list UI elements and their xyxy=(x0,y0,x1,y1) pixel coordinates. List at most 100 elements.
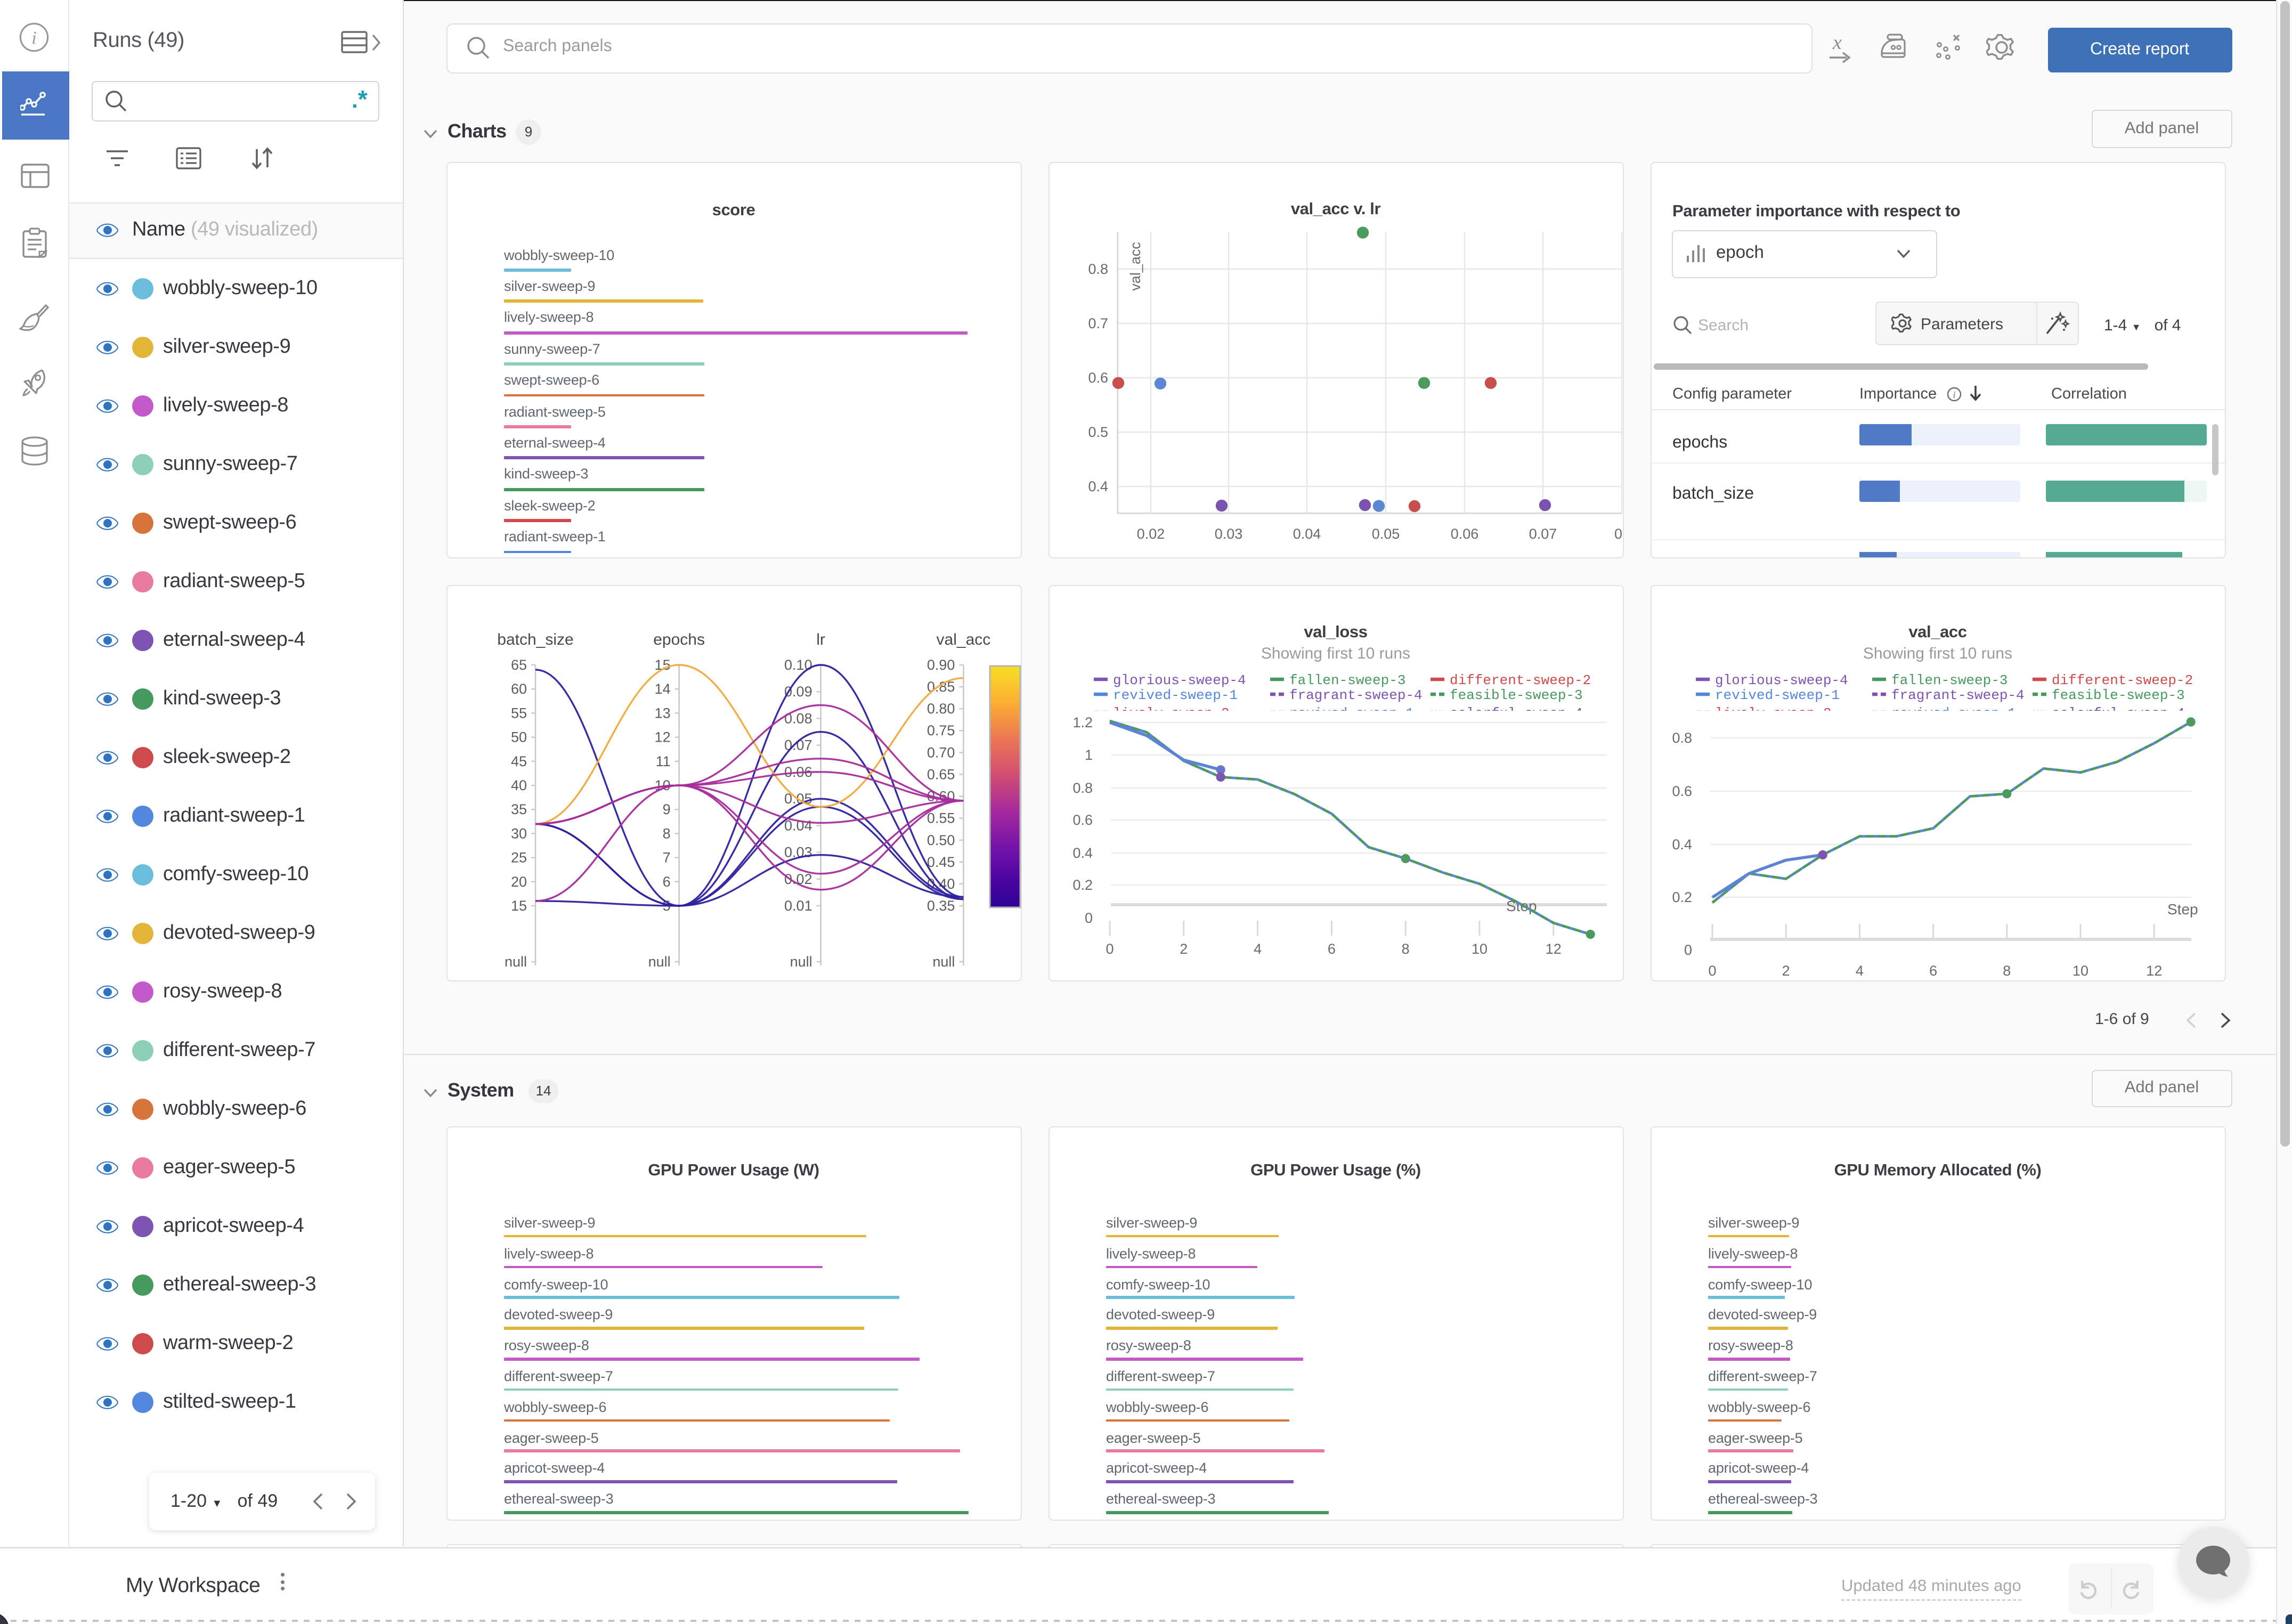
svg-text:0.35: 0.35 xyxy=(926,897,955,913)
svg-text:0.6: 0.6 xyxy=(1671,783,1692,799)
svg-text:6: 6 xyxy=(662,873,670,889)
svg-text:0.4: 0.4 xyxy=(1072,845,1092,860)
svg-text:8: 8 xyxy=(662,825,670,841)
svg-text:1.2: 1.2 xyxy=(1072,714,1092,730)
svg-text:x: x xyxy=(1832,31,1842,54)
svg-text:fragrant-sweep-4: fragrant-sweep-4 xyxy=(1891,687,2024,703)
svg-text:0.08: 0.08 xyxy=(784,710,812,726)
svg-text:0.10: 0.10 xyxy=(784,656,812,672)
svg-text:15: 15 xyxy=(510,897,526,913)
svg-text:0.45: 0.45 xyxy=(926,854,955,870)
svg-text:0.90: 0.90 xyxy=(926,656,955,672)
svg-text:0: 0 xyxy=(1084,910,1092,925)
svg-text:12: 12 xyxy=(654,729,670,745)
svg-text:fragrant-sweep-4: fragrant-sweep-4 xyxy=(1289,687,1422,703)
svg-text:0.7: 0.7 xyxy=(1087,315,1108,331)
svg-text:colorful-sweep-4: colorful-sweep-4 xyxy=(2051,705,2184,711)
svg-text:0.55: 0.55 xyxy=(926,810,955,826)
svg-text:9: 9 xyxy=(662,801,670,817)
svg-text:null: null xyxy=(504,953,526,969)
svg-text:0: 0 xyxy=(1684,941,1692,957)
svg-text:feasible-sweep-3: feasible-sweep-3 xyxy=(2051,687,2184,703)
svg-text:25: 25 xyxy=(510,849,526,865)
svg-text:revived-sweep-1: revived-sweep-1 xyxy=(1112,687,1237,703)
svg-text:0.07: 0.07 xyxy=(1529,525,1557,541)
svg-text:2: 2 xyxy=(1179,940,1187,956)
svg-text:60: 60 xyxy=(510,680,526,696)
svg-text:0.04: 0.04 xyxy=(1293,525,1321,541)
svg-text:epochs: epochs xyxy=(653,630,704,648)
svg-text:val_acc: val_acc xyxy=(1127,241,1143,290)
svg-text:different-sweep-2: different-sweep-2 xyxy=(1449,672,1590,688)
svg-text:0.70: 0.70 xyxy=(926,744,955,760)
svg-text:12: 12 xyxy=(1545,940,1561,956)
svg-text:0.06: 0.06 xyxy=(1450,525,1478,541)
svg-text:0.05: 0.05 xyxy=(1371,525,1400,541)
svg-text:0.50: 0.50 xyxy=(926,832,955,848)
svg-text:fallen-sweep-3: fallen-sweep-3 xyxy=(1289,672,1405,688)
svg-text:colorful-sweep-4: colorful-sweep-4 xyxy=(1449,705,1582,711)
svg-text:1: 1 xyxy=(1084,746,1092,762)
svg-text:0.75: 0.75 xyxy=(926,722,955,738)
svg-text:8: 8 xyxy=(1401,940,1409,956)
svg-text:0.4: 0.4 xyxy=(1087,478,1108,494)
svg-text:0.2: 0.2 xyxy=(1671,889,1692,905)
svg-text:revived-sweep-1: revived-sweep-1 xyxy=(1891,705,2015,711)
svg-text:0: 0 xyxy=(1105,940,1113,956)
svg-text:0.4: 0.4 xyxy=(1671,836,1692,852)
svg-text:lively-sweep-2: lively-sweep-2 xyxy=(1714,705,1831,711)
svg-text:14: 14 xyxy=(654,680,670,696)
svg-text:0.01: 0.01 xyxy=(784,897,812,913)
svg-text:lively-sweep-2: lively-sweep-2 xyxy=(1112,705,1229,711)
svg-text:0.6: 0.6 xyxy=(1087,369,1108,385)
svg-text:6: 6 xyxy=(1327,940,1335,956)
svg-text:4: 4 xyxy=(1253,940,1261,956)
svg-text:revived-sweep-1: revived-sweep-1 xyxy=(1714,687,1839,703)
svg-text:35: 35 xyxy=(510,801,526,817)
svg-text:65: 65 xyxy=(510,656,526,672)
svg-text:50: 50 xyxy=(510,729,526,745)
svg-text:different-sweep-2: different-sweep-2 xyxy=(2051,672,2192,688)
svg-text:fallen-sweep-3: fallen-sweep-3 xyxy=(1891,672,2007,688)
svg-text:0.8: 0.8 xyxy=(1072,779,1092,795)
svg-text:i: i xyxy=(1952,389,1955,400)
svg-text:55: 55 xyxy=(510,704,526,720)
svg-text:15: 15 xyxy=(654,656,670,672)
svg-text:0.02: 0.02 xyxy=(1136,525,1165,541)
svg-text:11: 11 xyxy=(655,753,670,769)
svg-text:feasible-sweep-3: feasible-sweep-3 xyxy=(1449,687,1582,703)
svg-text:batch_size: batch_size xyxy=(497,630,573,648)
svg-text:null: null xyxy=(932,953,954,969)
svg-text:null: null xyxy=(790,953,812,969)
svg-text:0.65: 0.65 xyxy=(926,766,955,782)
svg-text:12: 12 xyxy=(2145,962,2161,978)
svg-text:4: 4 xyxy=(1855,962,1863,978)
svg-text:Step: Step xyxy=(2167,900,2198,917)
svg-text:45: 45 xyxy=(510,753,526,769)
svg-text:0: 0 xyxy=(1614,525,1622,541)
svg-text:0.5: 0.5 xyxy=(1087,424,1108,440)
svg-text:13: 13 xyxy=(654,704,670,720)
svg-text:null: null xyxy=(648,953,670,969)
svg-text:0.2: 0.2 xyxy=(1072,876,1092,892)
svg-text:8: 8 xyxy=(2002,962,2010,978)
svg-text:revived-sweep-1: revived-sweep-1 xyxy=(1289,705,1413,711)
svg-text:0: 0 xyxy=(1708,962,1716,978)
svg-text:0.03: 0.03 xyxy=(1214,525,1242,541)
svg-text:0.8: 0.8 xyxy=(1671,729,1692,745)
svg-text:30: 30 xyxy=(510,825,526,841)
svg-text:i: i xyxy=(31,28,36,48)
svg-text:10: 10 xyxy=(1471,940,1487,956)
svg-text:0.8: 0.8 xyxy=(1087,261,1108,277)
svg-text:0.6: 0.6 xyxy=(1072,811,1092,827)
svg-text:7: 7 xyxy=(662,849,670,865)
svg-text:lr: lr xyxy=(816,630,825,648)
svg-text:2: 2 xyxy=(1782,962,1790,978)
svg-text:20: 20 xyxy=(510,873,526,889)
svg-text:6: 6 xyxy=(1929,962,1937,978)
svg-text:40: 40 xyxy=(510,777,526,793)
svg-text:10: 10 xyxy=(2072,962,2088,978)
svg-text:glorious-sweep-4: glorious-sweep-4 xyxy=(1112,672,1246,688)
svg-text:val_acc: val_acc xyxy=(936,630,990,648)
svg-text:glorious-sweep-4: glorious-sweep-4 xyxy=(1714,672,1848,688)
